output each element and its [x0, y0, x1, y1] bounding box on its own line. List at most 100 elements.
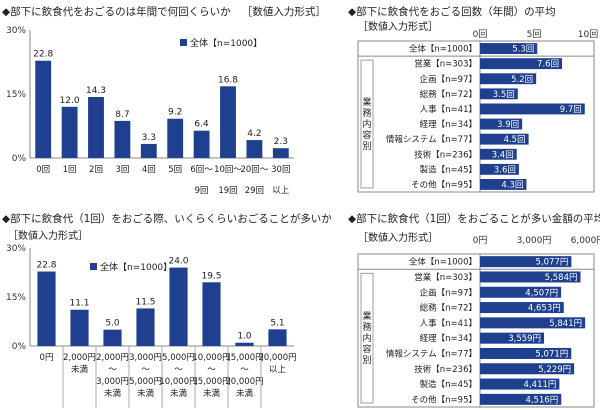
data-label: 11.1 — [69, 299, 89, 309]
x-tick-label: ～ — [108, 365, 117, 375]
chart-title-text: ◆部下に飲食代（1回）をおごることが多い金額の平均 — [348, 213, 600, 225]
bar — [480, 347, 572, 359]
x-tick-label: 未満 — [71, 364, 89, 375]
data-label: 3.9回 — [497, 120, 519, 130]
bar — [480, 317, 586, 329]
data-label: 16.8 — [218, 75, 238, 85]
x-tick-label: 4回 — [142, 165, 156, 175]
y-tick-label: 30% — [6, 26, 26, 36]
bar — [480, 256, 572, 268]
bar — [70, 309, 89, 346]
bar — [61, 106, 78, 158]
data-label: 4,653円 — [528, 304, 561, 314]
data-label: 4.3回 — [501, 180, 523, 190]
x-tick-label: 10回 — [578, 29, 598, 40]
bar — [480, 363, 575, 375]
x-tick-label: 5回 — [168, 165, 182, 175]
bar — [480, 286, 562, 298]
category-label: 製造【n=45】 — [420, 379, 477, 390]
x-tick-label: 10,000円 — [192, 353, 230, 363]
category-label: 製造【n=45】 — [420, 164, 477, 175]
y-tick-label: 0% — [12, 342, 27, 352]
data-label: 3,559円 — [508, 334, 541, 344]
data-label: 24.0 — [168, 257, 188, 267]
x-tick-label: 0円 — [40, 353, 54, 363]
category-label: 営業【n=303】 — [414, 59, 477, 70]
group-label-char: 内 — [362, 118, 371, 130]
data-label: 6.4 — [194, 120, 209, 130]
chart-panel-freq-distribution: ◆部下に飲食代をおごるのは年間で何回くらいか ［数値入力形式］ 0% 15% 30%… — [0, 0, 326, 200]
x-tick-label: 未満 — [170, 388, 188, 399]
data-label: 3.3 — [142, 133, 156, 143]
group-label-char: 務 — [362, 321, 371, 333]
x-tick-label: 2,000円 — [63, 353, 96, 363]
data-label: 5.1 — [270, 318, 284, 328]
data-label: 9.7回 — [560, 105, 582, 115]
bar — [480, 103, 585, 115]
category-label: 企画【n=97】 — [420, 287, 477, 298]
bar — [136, 308, 155, 346]
x-tick-label: 未満 — [203, 388, 221, 399]
bar — [480, 378, 560, 390]
x-tick-label: 15,000円 — [192, 377, 230, 387]
x-tick-label: 5,000円 — [162, 353, 195, 363]
data-label: 4,411円 — [524, 380, 557, 390]
x-tick-label: 20,000円 — [225, 377, 263, 387]
bar — [480, 118, 523, 130]
legend-label: 全体【n=1000】 — [190, 37, 262, 49]
data-label: 5.2回 — [511, 75, 533, 85]
x-tick-label: ～ — [174, 365, 183, 375]
x-tick-label: 15,000円 — [225, 353, 263, 363]
chart-title-text: ◆部下に飲食代をおごるのは年間で何回くらいか — [2, 6, 231, 18]
data-label: 1.0 — [237, 332, 252, 342]
bar — [480, 163, 519, 175]
y-tick-label: 0% — [12, 154, 27, 164]
data-label: 3.6回 — [494, 165, 516, 175]
bar — [167, 118, 184, 158]
x-tick-label: 3,000円 — [96, 377, 129, 387]
chart-subtitle: ［数値入力形式］ — [8, 231, 88, 242]
category-label: その他【n=95】 — [411, 179, 477, 190]
data-label: 5.0 — [105, 319, 120, 329]
chart-title-text: ◆部下に飲食代をおごる回数（年間）の平均 — [348, 6, 556, 18]
data-label: 5,077円 — [536, 258, 569, 268]
x-tick-label: ～ — [207, 365, 216, 375]
group-label-char: 別 — [362, 141, 371, 152]
bar — [480, 271, 581, 283]
bar — [480, 302, 564, 314]
x-tick-label: 0回 — [473, 29, 488, 40]
data-label: 12.0 — [60, 96, 80, 106]
chart-title: ◆部下に飲食代をおごるのは年間で何回くらいか ［数値入力形式］ — [2, 4, 326, 19]
bar — [37, 271, 56, 346]
chart-title: ◆部下に飲食代（1回）をおごることが多い金額の平均 — [348, 211, 600, 226]
category-label: 情報システム【n=77】 — [386, 348, 477, 359]
category-label: 全体【n=1000】 — [409, 44, 477, 55]
x-tick-label: 0円 — [473, 235, 488, 246]
data-label: 14.3 — [86, 86, 106, 96]
chart-subtitle: ［数値入力形式］ — [358, 22, 438, 33]
data-label: 4,516円 — [525, 395, 558, 405]
y-tick-label: 15% — [6, 293, 26, 303]
x-tick-label: 9回 — [195, 186, 209, 196]
y-tick-label: 30% — [6, 244, 26, 254]
category-label: 経理【n=34】 — [420, 119, 477, 130]
group-label-char: 容 — [362, 129, 371, 141]
bar — [103, 329, 122, 346]
category-label: 技術【n=236】 — [414, 149, 477, 160]
legend-label: 全体【n=1000】 — [100, 261, 172, 273]
category-label: 全体【n=1000】 — [409, 257, 477, 268]
legend-swatch — [180, 39, 187, 46]
chart-title: ◆部下に飲食代をおごる回数（年間）の平均 — [348, 4, 556, 19]
group-label-char: 容 — [362, 343, 371, 355]
plot-frame — [357, 40, 595, 193]
bar — [220, 86, 236, 158]
data-label: 19.5 — [201, 271, 221, 281]
x-tick-label: 2,000円 — [96, 353, 129, 363]
x-tick-label: 5回 — [527, 29, 542, 40]
bar — [169, 267, 188, 346]
x-tick-label: 未満 — [137, 388, 155, 399]
bar — [235, 342, 254, 346]
bar — [480, 133, 529, 145]
data-label: 4.5回 — [504, 135, 526, 145]
